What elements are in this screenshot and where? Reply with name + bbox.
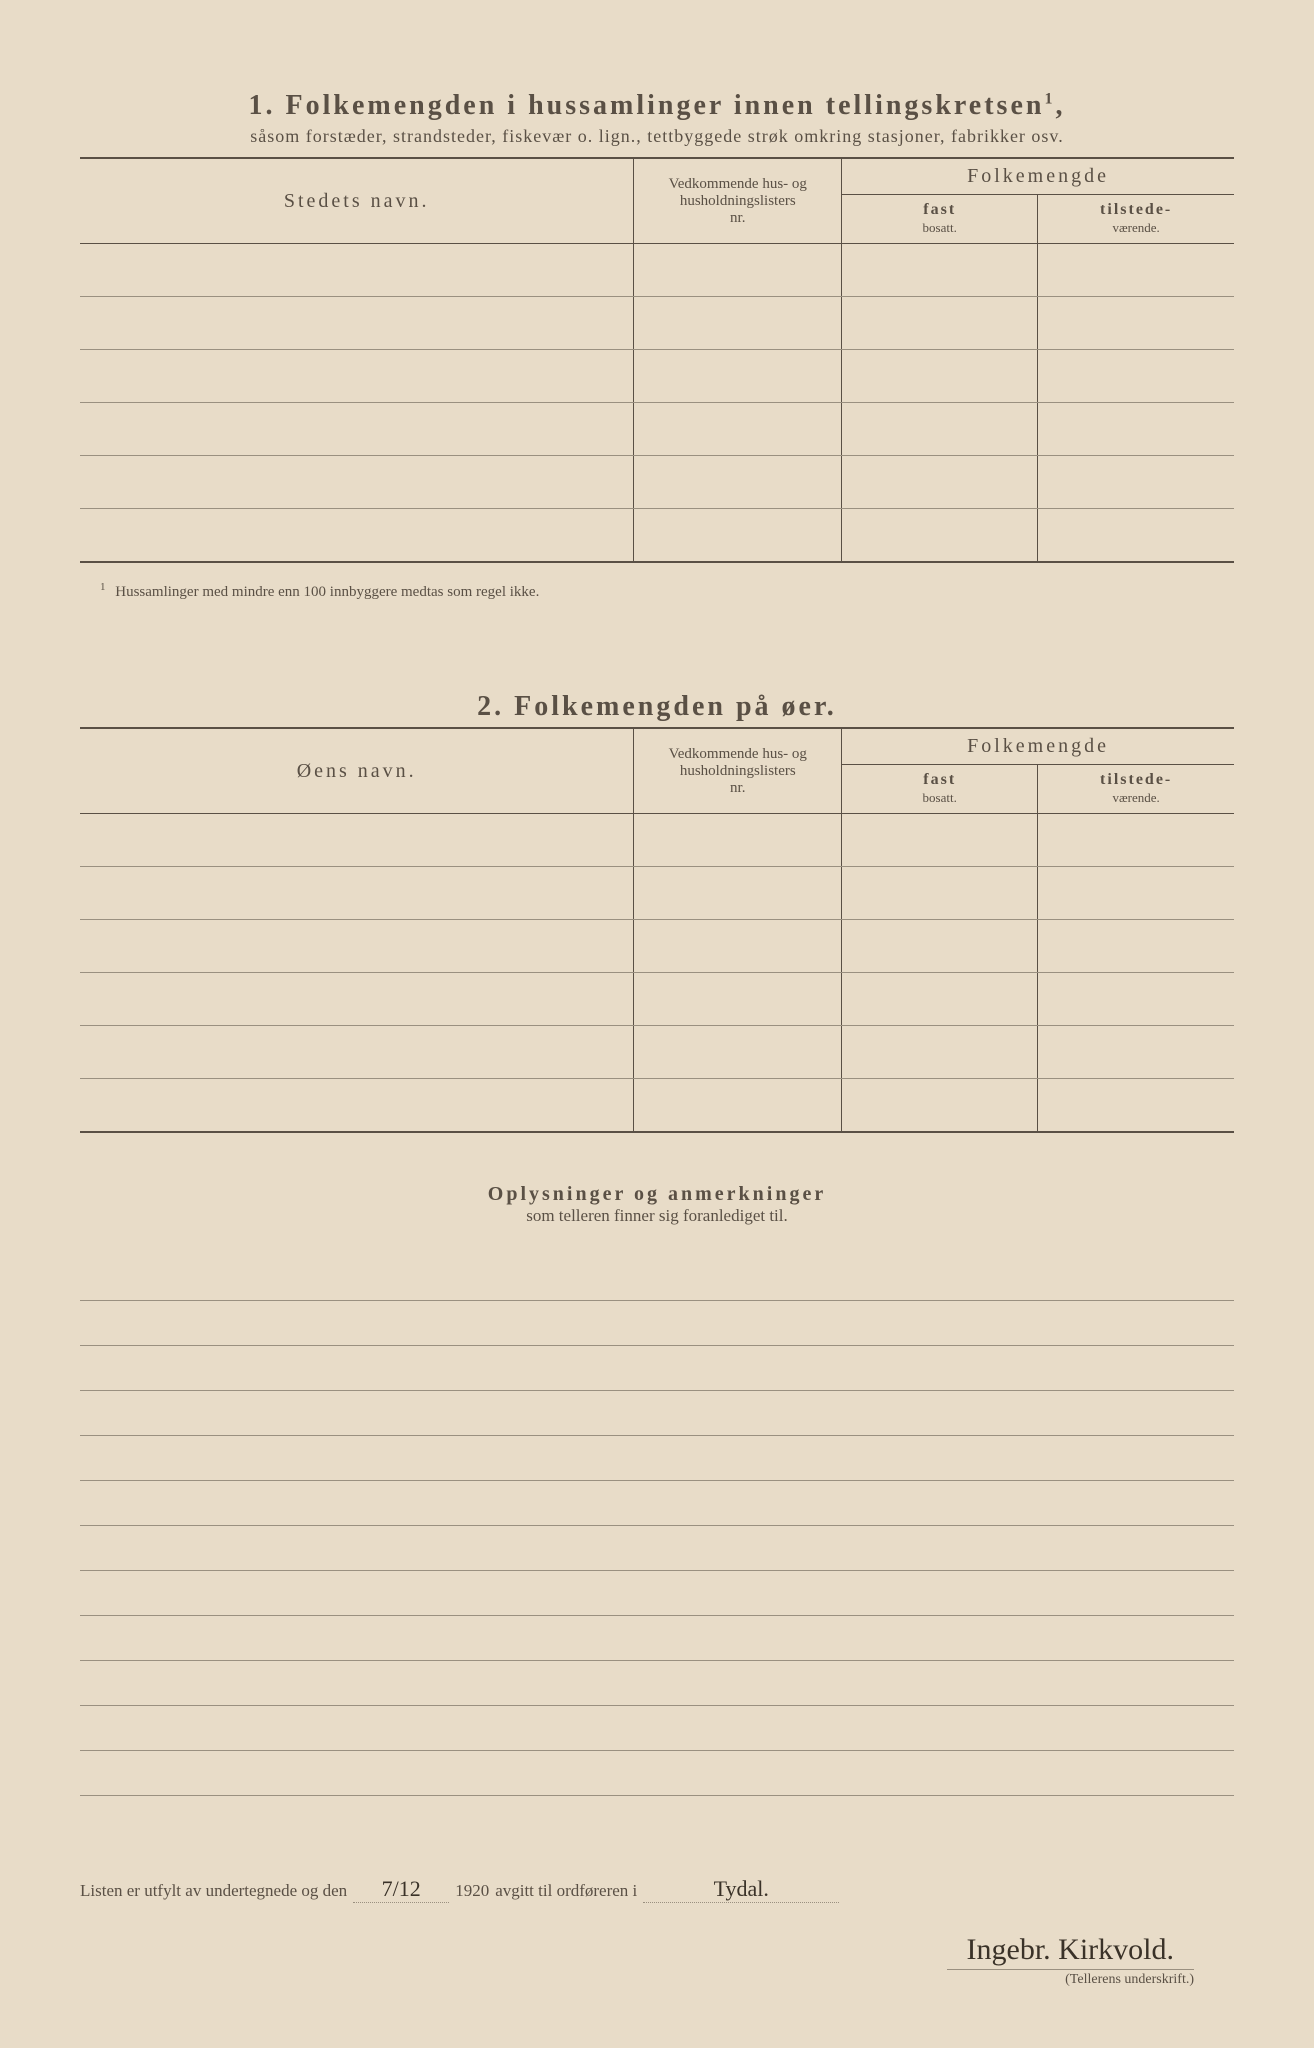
ruled-line — [80, 1436, 1234, 1481]
table2-body — [80, 814, 1234, 1133]
remarks-subtitle: som telleren finner sig foranlediget til… — [80, 1206, 1234, 1226]
signature-label: (Tellerens underskrift.) — [80, 1972, 1194, 1988]
fast-l2: bosatt. — [923, 220, 957, 235]
col-header-pop: Folkemengde — [842, 158, 1234, 195]
til-l2: værende. — [1113, 220, 1160, 235]
table1-body — [80, 244, 1234, 563]
footer-text1: Listen er utfylt av undertegnede og den — [80, 1881, 347, 1901]
col2-header-list: Vedkommende hus- og husholdningslisters … — [634, 728, 842, 814]
spacer — [80, 601, 1234, 691]
table-row — [80, 244, 1234, 297]
table-row — [80, 973, 1234, 1026]
section2-number: 2. — [477, 691, 504, 722]
section2-title: 2. Folkemengden på øer. — [80, 691, 1234, 723]
ruled-line — [80, 1661, 1234, 1706]
fast2-l2: bosatt. — [923, 790, 957, 805]
ruled-line — [80, 1706, 1234, 1751]
table-row — [80, 814, 1234, 867]
ruled-line — [80, 1526, 1234, 1571]
section1-title: 1. Folkemengden i hussamlinger innen tel… — [80, 90, 1234, 122]
section1-title-text: Folkemengden i hussamlinger innen tellin… — [286, 90, 1045, 121]
table-row — [80, 867, 1234, 920]
fast-l1: fast — [923, 201, 956, 218]
table-row — [80, 456, 1234, 509]
col-header-name: Stedets navn. — [80, 158, 634, 244]
document-page: 1. Folkemengden i hussamlinger innen tel… — [0, 0, 1314, 2048]
footnote-mark: 1 — [100, 581, 106, 593]
table-row — [80, 920, 1234, 973]
col-list-line3: nr. — [642, 210, 833, 227]
til-l1: tilstede- — [1100, 201, 1172, 218]
table-section2: Øens navn. Vedkommende hus- og husholdni… — [80, 727, 1234, 1133]
col2-header-name: Øens navn. — [80, 728, 634, 814]
footer-text2: avgitt til ordføreren i — [495, 1881, 637, 1901]
remarks-title: Oplysninger og anmerkninger — [80, 1183, 1234, 1206]
ruled-area — [80, 1256, 1234, 1796]
signature-area: Ingebr. Kirkvold. (Tellerens underskrift… — [80, 1933, 1234, 1988]
section1-number: 1. — [249, 90, 276, 121]
table-row — [80, 1079, 1234, 1133]
ruled-line — [80, 1616, 1234, 1661]
col2-list-line3: nr. — [642, 780, 833, 797]
til2-l2: værende. — [1113, 790, 1160, 805]
col-list-line2: husholdningslisters — [642, 193, 833, 210]
col2-list-line1: Vedkommende hus- og — [642, 746, 833, 763]
col2-header-pop: Folkemengde — [842, 728, 1234, 765]
ruled-line — [80, 1571, 1234, 1616]
ruled-line — [80, 1751, 1234, 1796]
col-header-tilstede: tilstede- værende. — [1038, 195, 1234, 244]
table-section1: Stedets navn. Vedkommende hus- og hushol… — [80, 157, 1234, 563]
footer-year: 1920 — [455, 1881, 489, 1901]
footnote-text: Hussamlinger med mindre enn 100 innbygge… — [115, 584, 539, 600]
table-row — [80, 403, 1234, 456]
table-row — [80, 1026, 1234, 1079]
col-list-line1: Vedkommende hus- og — [642, 176, 833, 193]
section1-subtitle: såsom forstæder, strandsteder, fiskevær … — [80, 126, 1234, 147]
ruled-line — [80, 1391, 1234, 1436]
col2-header-fast: fast bosatt. — [842, 765, 1038, 814]
ruled-line — [80, 1346, 1234, 1391]
col-header-list: Vedkommende hus- og husholdningslisters … — [634, 158, 842, 244]
ruled-line — [80, 1481, 1234, 1526]
table-row — [80, 297, 1234, 350]
ruled-line — [80, 1301, 1234, 1346]
footer-place: Tydal. — [643, 1876, 839, 1903]
section2-title-text: Folkemengden på øer. — [514, 691, 837, 722]
signature: Ingebr. Kirkvold. — [947, 1933, 1194, 1970]
footnote: 1 Hussamlinger med mindre enn 100 innbyg… — [100, 581, 1234, 601]
table-row — [80, 350, 1234, 403]
fast2-l1: fast — [923, 771, 956, 788]
col2-list-line2: husholdningslisters — [642, 763, 833, 780]
col-header-fast: fast bosatt. — [842, 195, 1038, 244]
footer-line: Listen er utfylt av undertegnede og den … — [80, 1876, 1234, 1903]
table-row — [80, 509, 1234, 563]
ruled-line — [80, 1256, 1234, 1301]
col2-header-tilstede: tilstede- værende. — [1038, 765, 1234, 814]
til2-l1: tilstede- — [1100, 771, 1172, 788]
footer-date: 7/12 — [353, 1876, 449, 1903]
section1-sup: 1 — [1044, 91, 1055, 108]
